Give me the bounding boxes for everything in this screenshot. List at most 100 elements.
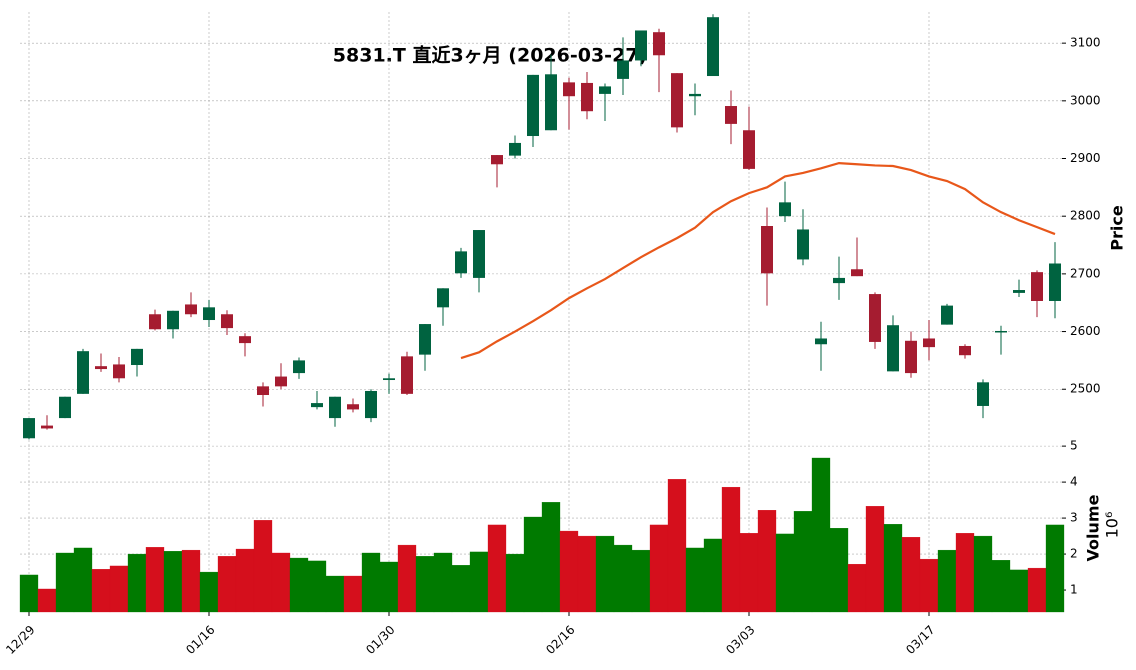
volume-axis-label: Volume xyxy=(1084,494,1103,561)
volume-bar xyxy=(955,533,975,613)
candle-body xyxy=(239,336,251,344)
volume-bar xyxy=(379,561,399,613)
volume-bar xyxy=(19,574,39,613)
candle-body xyxy=(167,310,179,330)
candle-body xyxy=(545,74,557,131)
volume-bar xyxy=(775,533,795,613)
moving-average-line xyxy=(460,162,1056,360)
volume-bar xyxy=(793,511,813,613)
volume-bar xyxy=(757,510,777,613)
candle-body xyxy=(977,382,989,406)
volume-bar xyxy=(919,558,939,613)
volume-bar xyxy=(577,535,597,613)
candle-body xyxy=(419,324,431,355)
candle-body xyxy=(653,32,665,56)
x-tick-label: 03/03 xyxy=(723,623,757,657)
volume-bar xyxy=(37,588,57,613)
candle-body xyxy=(257,386,269,396)
x-tick-label: 03/17 xyxy=(903,623,937,657)
volume-bar xyxy=(739,533,759,613)
candle-body xyxy=(347,404,359,410)
candle-body xyxy=(113,364,125,379)
volume-bar xyxy=(325,575,345,613)
candle-body xyxy=(851,269,863,277)
volume-bar xyxy=(487,524,507,613)
candle-body xyxy=(221,314,233,329)
y-tick-label: 1 xyxy=(1070,583,1078,597)
candle-body xyxy=(275,376,287,387)
volume-bar xyxy=(973,535,993,613)
candle-body xyxy=(563,82,575,97)
volume-bar xyxy=(667,479,687,613)
volume-bar xyxy=(91,569,111,613)
candle-body xyxy=(59,396,71,419)
volume-bar xyxy=(559,530,579,613)
candle-body xyxy=(23,418,35,439)
y-axis-label: Price xyxy=(1108,205,1127,251)
volume-bar xyxy=(721,486,741,613)
candle-body xyxy=(455,251,467,274)
candle-body xyxy=(527,74,539,137)
candle-body xyxy=(95,366,107,370)
volume-bar xyxy=(469,551,489,613)
volume-bar xyxy=(649,524,669,613)
candle-body xyxy=(383,378,395,381)
candle-body xyxy=(707,17,719,77)
candle-body xyxy=(1031,272,1043,301)
x-tick-label: 01/30 xyxy=(363,623,397,657)
volume-bar xyxy=(127,553,147,613)
y-tick-label: 5 xyxy=(1070,439,1078,453)
volume-bar xyxy=(631,549,651,613)
candle-body xyxy=(509,142,521,156)
volume-bar xyxy=(73,547,93,613)
candle-body xyxy=(815,338,827,345)
volume-bar xyxy=(397,544,417,613)
volume-bar xyxy=(595,535,615,613)
candle-body xyxy=(635,30,647,61)
volume-scale-label: 10⁶ xyxy=(1103,512,1122,539)
volume-bar xyxy=(901,537,921,613)
x-tick-label: 12/29 xyxy=(3,623,37,657)
candle-body xyxy=(743,130,755,169)
volume-bar xyxy=(523,516,543,613)
candle-body xyxy=(671,73,683,128)
candle-body xyxy=(41,425,53,429)
candle-body xyxy=(473,230,485,278)
volume-bar xyxy=(1045,524,1065,613)
volume-bar xyxy=(865,506,885,613)
volume-bar xyxy=(541,502,561,613)
candle-body xyxy=(797,229,809,260)
chart-title: 5831.T 直近3ヶ月 (2026-03-27) xyxy=(333,44,647,67)
candle-body xyxy=(833,277,845,284)
x-tick-label: 02/16 xyxy=(543,623,577,657)
candle-body xyxy=(779,202,791,217)
volume-bar xyxy=(937,549,957,613)
candle-body xyxy=(311,403,323,408)
y-tick-label: 2500 xyxy=(1070,382,1101,396)
candle-body xyxy=(959,345,971,356)
volume-bar xyxy=(181,549,201,613)
volume-bar xyxy=(811,457,831,613)
volume-bar xyxy=(145,547,165,613)
candle-body xyxy=(203,307,215,321)
volume-bar xyxy=(505,553,525,613)
volume-bar xyxy=(235,548,255,613)
volume-bar xyxy=(829,528,849,613)
candle-body xyxy=(491,155,503,165)
volume-bar xyxy=(109,565,129,613)
candle-body xyxy=(941,305,953,325)
y-tick-label: 2600 xyxy=(1070,324,1101,338)
candle-body xyxy=(77,351,89,394)
volume-bar xyxy=(703,538,723,613)
volume-bar xyxy=(847,563,867,613)
y-tick-label: 2700 xyxy=(1070,266,1101,280)
volume-bar xyxy=(55,552,75,613)
volume-bar xyxy=(451,565,471,613)
volume-bar xyxy=(685,547,705,613)
volume-bar xyxy=(1009,569,1029,613)
volume-bar xyxy=(361,552,381,613)
candle-body xyxy=(437,288,449,308)
candle-body xyxy=(365,390,377,419)
y-tick-label: 2800 xyxy=(1070,209,1101,223)
